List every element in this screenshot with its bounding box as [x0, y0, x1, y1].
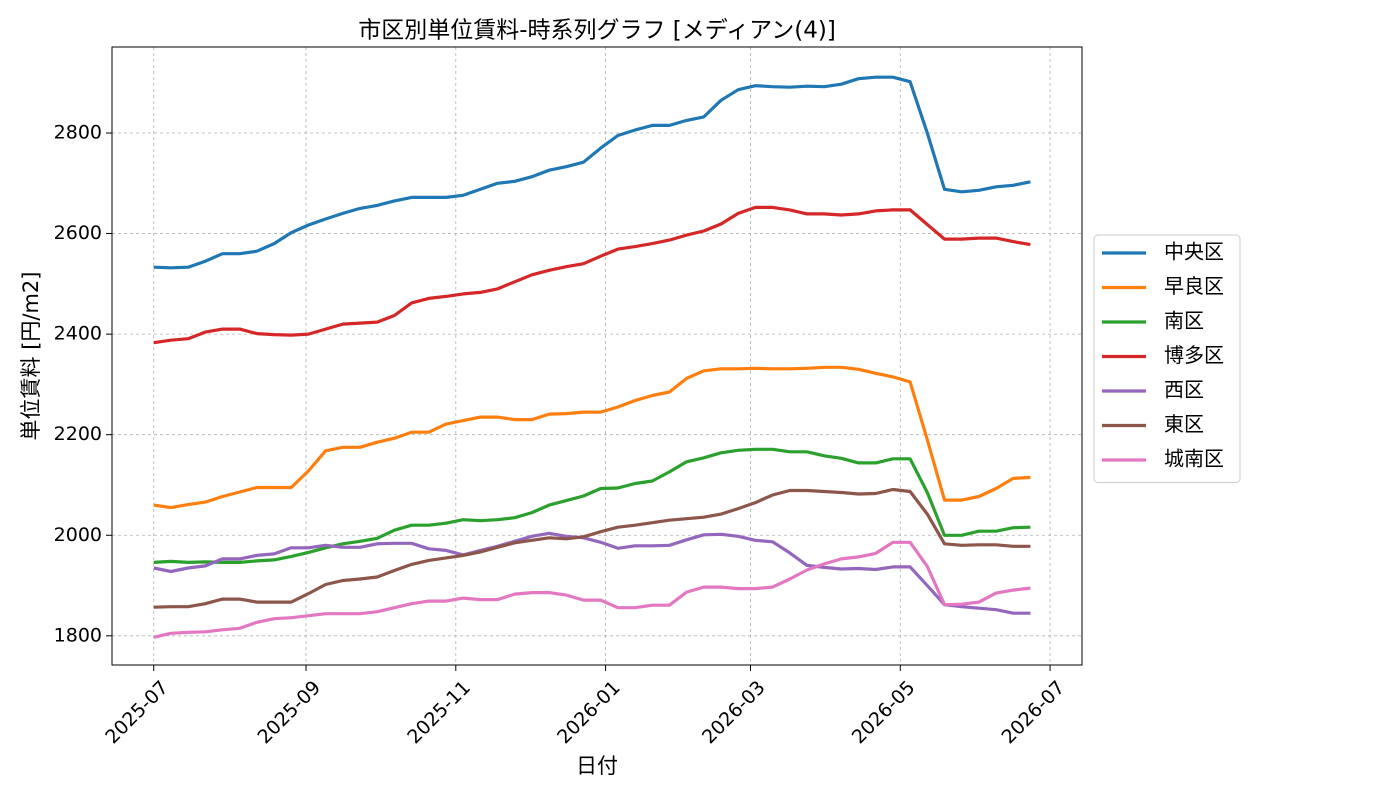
legend-label: 西区	[1164, 378, 1204, 402]
x-axis-label: 日付	[576, 754, 618, 778]
y-tick-label: 2200	[54, 423, 102, 445]
y-tick-label: 2800	[54, 121, 102, 143]
y-axis-label: 単位賃料 [円/m2]	[19, 272, 43, 441]
series-line	[153, 205, 1031, 345]
chart-title: 市区別単位賃料-時系列グラフ [メディアン(4)]	[358, 18, 836, 44]
series-line	[153, 75, 1031, 270]
legend-label: 城南区	[1164, 447, 1224, 471]
y-tick-label: 1800	[54, 624, 102, 646]
y-tick-label: 2600	[54, 222, 102, 244]
series-line	[153, 365, 1031, 510]
plot-frame	[111, 46, 1083, 666]
series-line	[153, 531, 1031, 615]
x-tick-label: 2025-07	[101, 677, 173, 749]
x-tick-label: 2026-05	[848, 677, 920, 749]
legend-label: 早良区	[1164, 274, 1224, 298]
legend-label: 東区	[1164, 412, 1204, 436]
series-line	[153, 540, 1031, 639]
series-line	[153, 487, 1031, 609]
legend-label: 博多区	[1164, 343, 1224, 367]
x-tick-label: 2026-03	[698, 677, 770, 749]
x-tick-label: 2026-07	[998, 677, 1070, 749]
series-line	[153, 447, 1031, 564]
x-tick-label: 2025-09	[253, 677, 325, 749]
y-tick-label: 2400	[54, 323, 102, 345]
x-tick-label: 2026-01	[553, 677, 625, 749]
legend-label: 中央区	[1164, 240, 1224, 264]
y-tick-label: 2000	[54, 524, 102, 546]
legend-label: 南区	[1164, 309, 1204, 333]
x-tick-label: 2025-11	[403, 677, 475, 749]
legend-box	[1093, 234, 1241, 483]
